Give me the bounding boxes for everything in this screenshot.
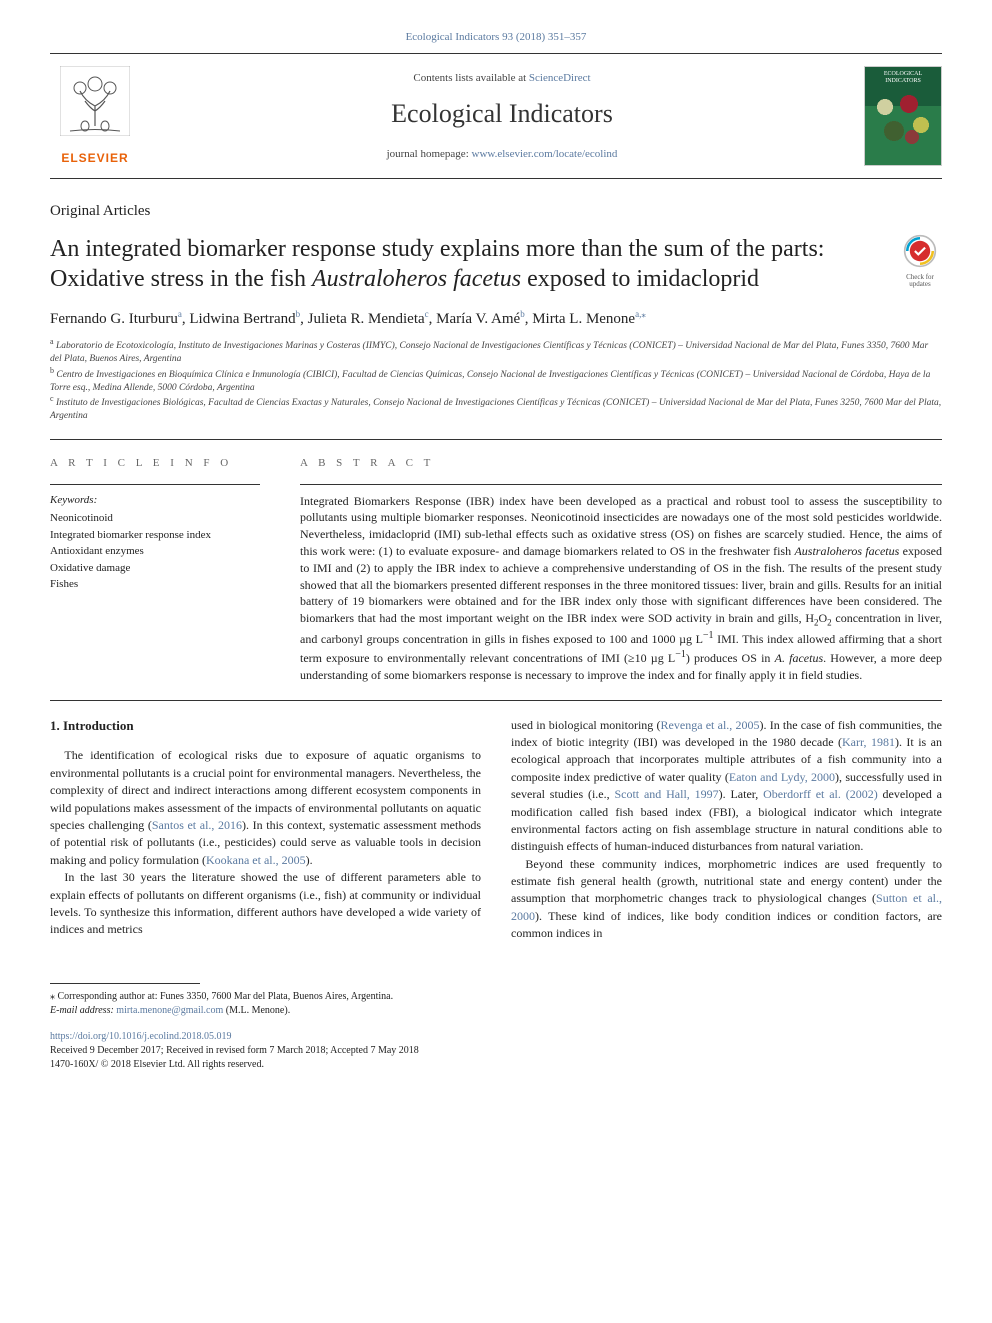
keywords-label: Keywords: xyxy=(50,493,260,508)
email-who: (M.L. Menone). xyxy=(223,1005,290,1016)
article-info-heading: A R T I C L E I N F O xyxy=(50,456,260,471)
keyword: Antioxidant enzymes xyxy=(50,543,260,560)
p1c: ). xyxy=(306,853,313,867)
author-list: Fernando G. Iturburua, Lidwina Bertrandb… xyxy=(50,308,942,331)
received-dates: Received 9 December 2017; Received in re… xyxy=(50,1045,419,1056)
body-columns: 1. Introduction The identification of ec… xyxy=(50,717,942,943)
c2p1e: ). Later, xyxy=(719,787,764,801)
c2p1a: used in biological monitoring ( xyxy=(511,718,661,732)
header-center: Contents lists available at ScienceDirec… xyxy=(160,71,844,162)
abstract-text: Integrated Biomarkers Response (IBR) ind… xyxy=(300,493,942,684)
corresponding-author: ⁎ Corresponding author at: Funes 3350, 7… xyxy=(50,990,942,1018)
title-row: An integrated biomarker response study e… xyxy=(50,234,942,294)
abstract-column: A B S T R A C T Integrated Biomarkers Re… xyxy=(300,456,942,683)
email-label: E-mail address: xyxy=(50,1005,116,1016)
homepage-prefix: journal homepage: xyxy=(387,148,472,160)
corresponding-email-link[interactable]: mirta.menone@gmail.com xyxy=(116,1005,223,1016)
contents-line: Contents lists available at ScienceDirec… xyxy=(160,71,844,86)
info-abstract-row: A R T I C L E I N F O Keywords: Neonicot… xyxy=(50,456,942,683)
article-title: An integrated biomarker response study e… xyxy=(50,234,878,294)
keyword: Integrated biomarker response index xyxy=(50,527,260,544)
corresponding-marker: ⁎ xyxy=(641,309,646,319)
affiliation: b Centro de Investigaciones en Bioquímic… xyxy=(50,366,942,395)
cover-image-icon xyxy=(873,89,933,149)
section-divider-2 xyxy=(50,700,942,701)
c2p2b: ). These kind of indices, like body cond… xyxy=(511,909,942,940)
journal-title: Ecological Indicators xyxy=(160,96,844,132)
affiliation: c Instituto de Investigaciones Biológica… xyxy=(50,394,942,423)
intro-para-1: The identification of ecological risks d… xyxy=(50,747,481,869)
publisher-name: ELSEVIER xyxy=(61,150,128,167)
intro-para-3: Beyond these community indices, morphome… xyxy=(511,856,942,943)
top-citation: Ecological Indicators 93 (2018) 351–357 xyxy=(50,30,942,45)
abstract-heading: A B S T R A C T xyxy=(300,456,942,471)
ref-eaton[interactable]: Eaton and Lydy, 2000 xyxy=(729,770,835,784)
article-type: Original Articles xyxy=(50,201,942,222)
journal-homepage-link[interactable]: www.elsevier.com/locate/ecolind xyxy=(472,148,618,160)
affiliations: a Laboratorio de Ecotoxicología, Institu… xyxy=(50,337,942,423)
ref-oberdorff[interactable]: Oberdorff et al. (2002) xyxy=(763,787,878,801)
ref-karr[interactable]: Karr, 1981 xyxy=(842,735,895,749)
keyword: Oxidative damage xyxy=(50,560,260,577)
ref-santos[interactable]: Santos et al., 2016 xyxy=(152,818,242,832)
intro-para-2: In the last 30 years the literature show… xyxy=(50,869,481,939)
keyword: Neonicotinoid xyxy=(50,510,260,527)
keywords-list: NeonicotinoidIntegrated biomarker respon… xyxy=(50,510,260,593)
ref-scott[interactable]: Scott and Hall, 1997 xyxy=(614,787,718,801)
crossmark-icon xyxy=(903,234,937,268)
intro-para-2-cont: used in biological monitoring (Revenga e… xyxy=(511,717,942,856)
sciencedirect-link[interactable]: ScienceDirect xyxy=(529,72,591,84)
doi-link[interactable]: https://doi.org/10.1016/j.ecolind.2018.0… xyxy=(50,1031,231,1042)
issn-copyright: 1470-160X/ © 2018 Elsevier Ltd. All righ… xyxy=(50,1059,264,1070)
crossmark-label: Check for updates xyxy=(898,274,942,289)
journal-cover-thumbnail: ECOLOGICAL INDICATORS xyxy=(864,66,942,166)
body-column-right: used in biological monitoring (Revenga e… xyxy=(511,717,942,943)
abstract-rule xyxy=(300,484,942,485)
title-species-italic: Australoheros facetus xyxy=(312,266,521,292)
affiliation: a Laboratorio de Ecotoxicología, Institu… xyxy=(50,337,942,366)
doi-block: https://doi.org/10.1016/j.ecolind.2018.0… xyxy=(50,1030,942,1072)
elsevier-tree-icon xyxy=(60,66,130,136)
footer-divider xyxy=(50,983,200,984)
info-rule xyxy=(50,484,260,485)
ref-revenga[interactable]: Revenga et al., 2005 xyxy=(661,718,760,732)
intro-heading: 1. Introduction xyxy=(50,717,481,736)
publisher-logo: ELSEVIER xyxy=(50,66,140,166)
corr-text: Corresponding author at: Funes 3350, 760… xyxy=(55,991,393,1002)
cover-title: ECOLOGICAL INDICATORS xyxy=(869,71,937,84)
contents-prefix: Contents lists available at xyxy=(413,72,528,84)
section-divider xyxy=(50,439,942,440)
article-info-column: A R T I C L E I N F O Keywords: Neonicot… xyxy=(50,456,260,683)
authors-text: Fernando G. Iturburua, Lidwina Bertrandb… xyxy=(50,311,641,327)
journal-header: ELSEVIER Contents lists available at Sci… xyxy=(50,53,942,179)
crossmark-badge[interactable]: Check for updates xyxy=(898,234,942,289)
ref-kookana[interactable]: Kookana et al., 2005 xyxy=(206,853,306,867)
body-column-left: 1. Introduction The identification of ec… xyxy=(50,717,481,943)
homepage-line: journal homepage: www.elsevier.com/locat… xyxy=(160,147,844,162)
title-post: exposed to imidacloprid xyxy=(521,266,759,292)
keyword: Fishes xyxy=(50,576,260,593)
